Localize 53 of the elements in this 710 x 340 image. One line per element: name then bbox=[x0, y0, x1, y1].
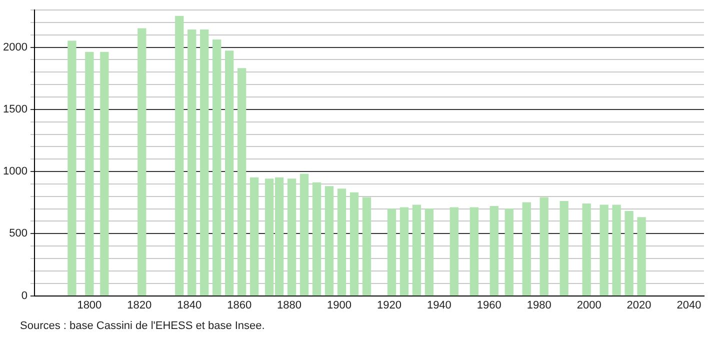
bar bbox=[85, 52, 94, 296]
source-note: Sources : base Cassini de l'EHESS et base Insee. bbox=[20, 320, 265, 332]
bar bbox=[504, 208, 514, 296]
x-tick-label: 2020 bbox=[626, 299, 652, 312]
x-tick-label: 1940 bbox=[426, 299, 452, 312]
bar bbox=[287, 178, 296, 296]
bar bbox=[582, 204, 591, 296]
y-tick-label: 0 bbox=[21, 290, 28, 302]
x-tick-label: 1820 bbox=[127, 299, 152, 312]
bar bbox=[637, 217, 646, 296]
bar bbox=[312, 182, 322, 296]
bar bbox=[212, 39, 222, 296]
x-tick-label: 2000 bbox=[576, 299, 602, 312]
bar bbox=[200, 30, 209, 296]
y-tick-label: 1000 bbox=[2, 166, 28, 178]
bar bbox=[560, 201, 568, 296]
bar bbox=[612, 204, 621, 296]
x-tick-label: 1920 bbox=[376, 299, 402, 312]
x-tick-label: 1900 bbox=[327, 299, 352, 312]
x-tick-label: 1980 bbox=[526, 299, 552, 312]
bar bbox=[100, 52, 109, 296]
y-tick-label: 2000 bbox=[2, 41, 28, 54]
bar bbox=[424, 208, 434, 296]
y-tick-label: 500 bbox=[9, 228, 28, 240]
bar bbox=[522, 202, 531, 296]
bar bbox=[600, 204, 608, 296]
bar bbox=[188, 30, 196, 296]
bar bbox=[337, 188, 346, 296]
bar bbox=[350, 192, 359, 296]
x-tick-label: 2040 bbox=[676, 299, 702, 312]
bar bbox=[300, 174, 309, 296]
bar bbox=[387, 208, 396, 296]
bar bbox=[400, 207, 409, 296]
bar bbox=[250, 177, 259, 296]
bar bbox=[68, 40, 76, 296]
bar bbox=[540, 197, 548, 296]
bar bbox=[225, 50, 234, 296]
bar bbox=[470, 207, 478, 296]
x-tick-label: 1860 bbox=[227, 299, 252, 312]
bar bbox=[138, 28, 146, 296]
x-tick-label: 1800 bbox=[77, 299, 102, 312]
y-tick-label: 1500 bbox=[2, 103, 28, 116]
bar bbox=[412, 204, 422, 296]
bar bbox=[324, 186, 334, 296]
x-tick-label: 1880 bbox=[277, 299, 302, 312]
bar bbox=[450, 207, 459, 296]
x-tick-label: 1960 bbox=[476, 299, 502, 312]
bar bbox=[237, 68, 246, 296]
bar bbox=[624, 210, 634, 296]
bar bbox=[362, 197, 372, 296]
bar bbox=[490, 206, 498, 296]
x-tick-label: 1840 bbox=[177, 299, 202, 312]
bar bbox=[175, 16, 184, 296]
